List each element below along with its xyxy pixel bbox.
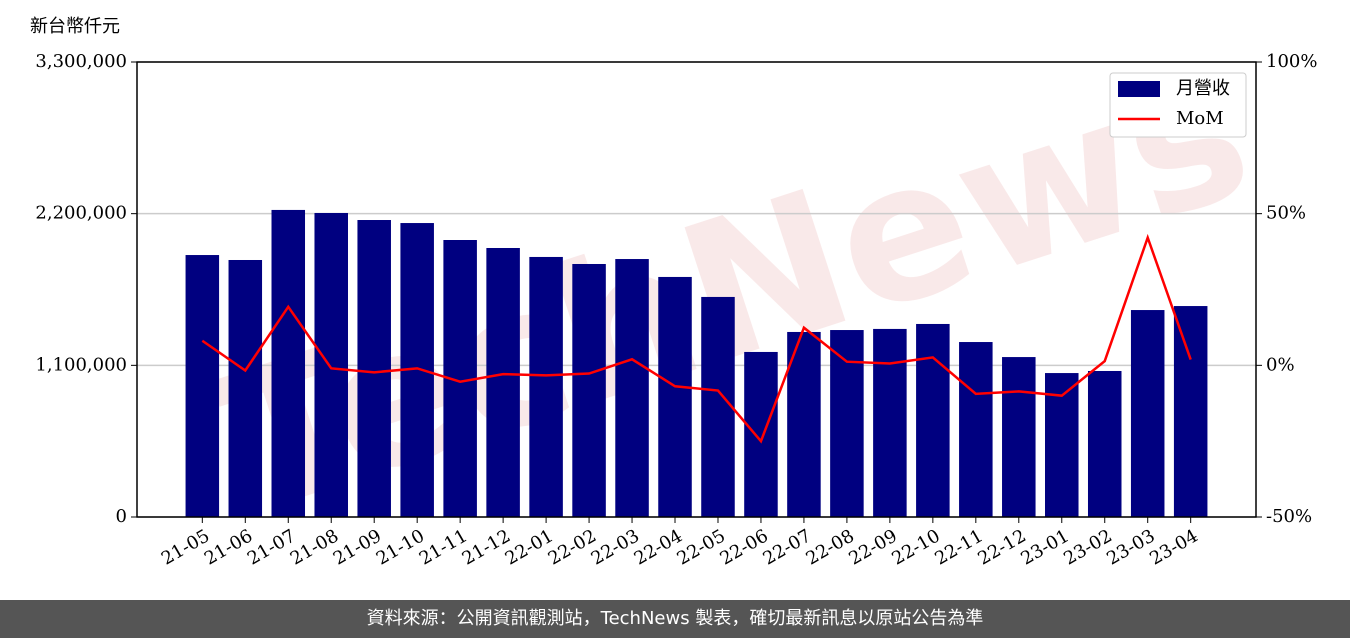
bar [830,330,864,517]
bar [1045,373,1079,517]
x-tick-label: 21-10 [373,525,428,569]
y-tick-label: 3,300,000 [35,51,127,72]
plot-frame [136,61,1257,518]
x-tick-label: 22-05 [674,525,729,569]
x-tick-label: 23-04 [1146,525,1201,569]
footer: 資料來源：公開資訊觀測站，TechNews 製表，確切最新訊息以原站公告為準 [0,600,1350,638]
x-tick-label: 22-04 [631,525,686,569]
x-tick-label: 22-12 [974,525,1029,569]
bar [1087,370,1122,517]
bar [486,247,520,518]
bar [916,323,950,517]
x-tick-label: 22-08 [802,525,857,569]
bar [357,220,391,517]
y-tick-label: 2,200,000 [35,203,127,224]
bar [185,255,220,517]
line [201,233,1192,444]
bar [529,256,563,517]
bar [314,212,348,517]
y2-tick-label: 50% [1266,203,1306,224]
bar [1002,357,1036,517]
bar [873,328,907,517]
x-tick-label: 21-06 [201,525,256,569]
x-tick-label: 23-02 [1060,525,1115,569]
legend-label: MoM [1176,108,1224,129]
y2-tick-label: -50% [1266,506,1312,527]
bar [959,342,993,517]
x-tick-label: 22-06 [717,525,772,569]
bar [787,331,821,517]
x-tick-label: 22-10 [888,525,943,569]
bar [271,209,306,517]
x-tick-label: 22-01 [502,525,557,569]
x-tick-label: 22-07 [759,525,814,569]
bar [701,296,735,517]
x-tick-label: 22-03 [588,525,643,569]
x-tick-label: 22-11 [931,525,986,569]
y2-tick-label: 0% [1266,354,1295,375]
chart: TechNews 新台幣仟元 01,100,0002,200,0003,300,… [30,16,1317,570]
bar [658,276,692,517]
bar [1130,310,1165,517]
y-axis-label: 新台幣仟元 [30,16,120,37]
x-tick-label: 22-09 [845,525,900,569]
x-tick-label: 23-03 [1103,525,1158,569]
legend-label: 月營收 [1176,78,1230,99]
y-tick-label: 1,100,000 [35,354,127,375]
bar [615,259,649,517]
y2-tick-label: 100% [1266,51,1317,72]
x-tick-label: 21-12 [459,525,514,569]
legend-swatch [1118,81,1160,97]
x-tick-label: 22-02 [545,525,600,569]
x-tick-label: 21-05 [158,525,213,569]
bar [1173,306,1208,517]
y-tick-label: 0 [116,506,127,527]
x-tick-label: 21-11 [416,525,471,569]
x-tick-label: 23-01 [1017,525,1072,569]
bar [228,259,263,517]
bar [744,351,778,517]
bar [572,263,606,517]
